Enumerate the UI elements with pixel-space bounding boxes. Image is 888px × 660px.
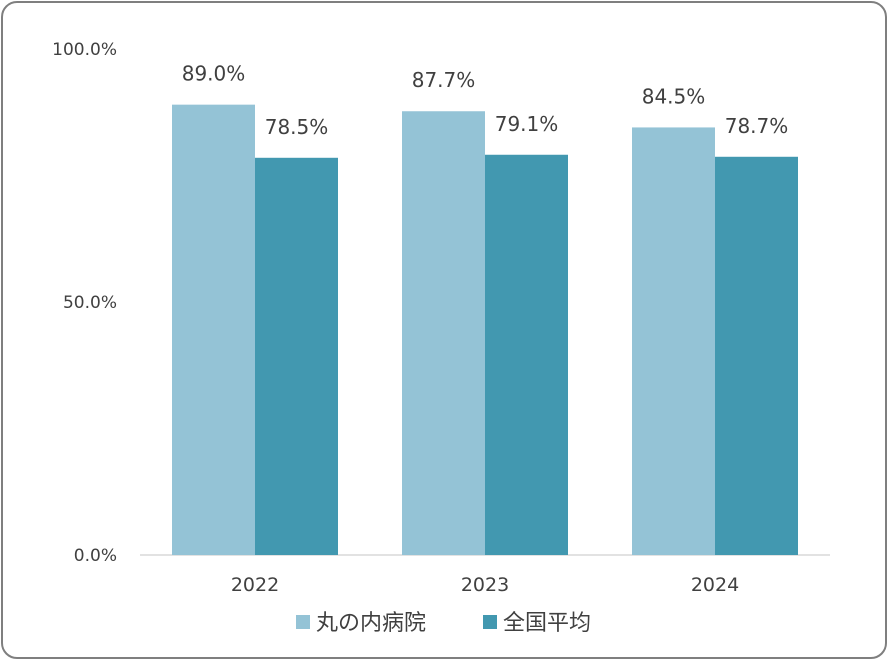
data-labels: 89.0% 78.5% 87.7% 79.1% 84.5% 78.7% <box>182 62 789 139</box>
legend-swatch <box>296 615 310 629</box>
bar-2022-series-1 <box>172 104 255 555</box>
bar-2024-series-2 <box>715 156 798 555</box>
data-label: 89.0% <box>182 62 246 86</box>
data-label: 78.7% <box>725 114 789 138</box>
data-label: 84.5% <box>642 84 706 108</box>
x-tick-label: 2024 <box>691 574 739 596</box>
bar-2022-series-2 <box>255 157 338 556</box>
bars <box>172 104 798 556</box>
bar-2024-series-1 <box>632 127 715 556</box>
bar-2023-series-1 <box>402 111 485 555</box>
x-tick-label: 2022 <box>231 574 279 596</box>
legend-swatch <box>483 615 497 629</box>
legend: 丸の内病院 全国平均 <box>296 611 591 636</box>
legend-label: 全国平均 <box>503 611 591 636</box>
data-label: 78.5% <box>265 115 329 139</box>
data-label: 87.7% <box>412 68 476 92</box>
x-tick-label: 2023 <box>461 574 509 596</box>
y-tick-label: 50.0% <box>63 293 117 313</box>
y-axis: 0.0% 50.0% 100.0% <box>52 40 117 566</box>
bar-2023-series-2 <box>485 154 568 555</box>
data-label: 79.1% <box>495 112 559 136</box>
y-tick-label: 0.0% <box>74 546 117 566</box>
legend-label: 丸の内病院 <box>316 611 426 636</box>
x-axis: 2022 2023 2024 <box>231 574 739 596</box>
y-tick-label: 100.0% <box>52 40 117 60</box>
